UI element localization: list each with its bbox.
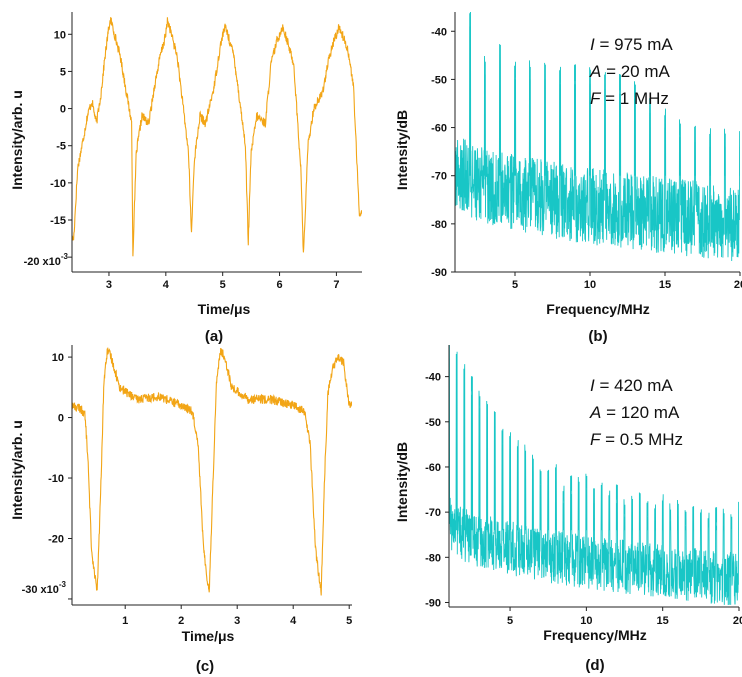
panel-c: 1 2 3 4 5 10 0 -10 -20 -30 x10-3 Time/μs Intensi…: [9, 345, 352, 675]
panel-a-y-tick-label: 0: [60, 104, 66, 116]
panel-b-y-tick-label: -60: [431, 123, 447, 135]
panel-d-y-tick-label: -80: [425, 552, 441, 564]
panel-d-y-tick-label: -70: [425, 507, 441, 519]
panel-d-y-tick-label: -90: [425, 597, 441, 609]
panel-a-y-tick-label: -10: [50, 178, 66, 190]
panel-c-y-tick-label: -10: [48, 473, 64, 485]
panel-a-ymin-tick-label: -20 x10-3: [24, 252, 69, 268]
panel-b-x-tick-label: 15: [659, 279, 671, 291]
panel-b: 5 10 15 20 -40 -50 -60 -70 -80 -90 I = 975 mA A =…: [394, 12, 742, 345]
panel-a-y-tick-label: -5: [56, 141, 66, 153]
panel-b-x-tick-label: 10: [584, 279, 596, 291]
panel-d-x-tick-label: 10: [580, 615, 592, 627]
panel-c-y-axis-title: Intensity/arb. u: [9, 420, 25, 520]
panel-a-x-tick-label: 7: [333, 279, 339, 291]
panel-b-y-tick-label: -80: [431, 219, 447, 231]
panel-d-y-tick-label: -40: [425, 372, 441, 384]
panel-b-x-tick-label: 20: [734, 279, 742, 291]
panel-a-label: (a): [205, 328, 223, 345]
panel-d-spectrum-line: [449, 345, 739, 606]
panel-d-ticks: 5 10 15 20 -40 -50 -60 -70 -80 -90: [425, 372, 742, 627]
panel-d-y-tick-label: -50: [425, 417, 441, 429]
panel-c-y-tick-label: -20: [48, 533, 64, 545]
panel-c-ymin-tick-label: -30 x10-3: [22, 580, 67, 596]
panel-b-ticks: 5 10 15 20 -40 -50 -60 -70 -80 -90: [431, 26, 742, 291]
panel-a-y-tick-label: 5: [60, 66, 66, 78]
panel-c-label: (c): [196, 658, 214, 675]
panel-d-annotation-amplitude: A = 120 mA: [589, 403, 680, 422]
panel-b-annotation-current: I = 975 mA: [590, 35, 673, 54]
panel-c-x-tick-label: 4: [290, 615, 297, 627]
panel-d-axes: [448, 345, 739, 608]
panel-d-series: [449, 345, 739, 606]
panel-b-y-tick-label: -90: [431, 267, 447, 279]
panel-b-y-tick-label: -70: [431, 171, 447, 183]
panel-a-y-axis-title: Intensity/arb. u: [9, 90, 25, 190]
panel-b-x-axis-title: Frequency/MHz: [546, 301, 649, 317]
panel-d-y-tick-label: -60: [425, 462, 441, 474]
panel-c-x-tick-label: 2: [178, 615, 184, 627]
panel-a-y-tick-label: -15: [50, 215, 66, 227]
panel-b-y-tick-label: -50: [431, 74, 447, 86]
panel-c-x-tick-label: 3: [234, 615, 240, 627]
panel-c-x-tick-label: 5: [346, 615, 352, 627]
panel-d-x-tick-label: 5: [507, 615, 513, 627]
panel-a-series: [72, 17, 362, 257]
panel-a-x-tick-label: 4: [163, 279, 170, 291]
panel-b-series: [455, 12, 740, 262]
panel-a-x-tick-label: 3: [106, 279, 112, 291]
panel-a-x-tick-label: 6: [276, 279, 282, 291]
panel-a-ticks: 3 4 5 6 7 10 5 0 -5 -10 -15: [50, 29, 339, 291]
panel-b-annotation-frequency: F = 1 MHz: [590, 89, 669, 108]
panel-b-y-axis-title: Intensity/dB: [394, 110, 410, 190]
panel-d-x-tick-label: 15: [657, 615, 669, 627]
panel-b-x-tick-label: 5: [512, 279, 518, 291]
panel-d-x-tick-label: 20: [733, 615, 742, 627]
panel-a-x-axis-title: Time/μs: [198, 301, 251, 317]
panel-d-annotation-frequency: F = 0.5 MHz: [590, 430, 683, 449]
panel-b-spectrum-line: [455, 12, 740, 262]
panel-b-annotation-amplitude: A = 20 mA: [589, 62, 671, 81]
panel-d-y-axis-title: Intensity/dB: [394, 442, 410, 522]
panel-a-y-tick-label: 10: [54, 29, 66, 41]
panel-c-ticks: 1 2 3 4 5 10 0 -10 -20: [48, 352, 352, 627]
panel-c-trace-line: [72, 347, 352, 596]
panel-c-series: [72, 347, 352, 596]
panel-d: 5 10 15 20 -40 -50 -60 -70 -80 -90 I = 420 mA A =…: [394, 345, 742, 674]
panel-c-y-tick-label: 0: [58, 413, 64, 425]
panel-a-x-tick-label: 5: [220, 279, 226, 291]
panel-d-label: (d): [585, 657, 604, 674]
panel-b-label: (b): [588, 328, 607, 345]
panel-c-y-tick-label: 10: [52, 352, 64, 364]
panel-b-y-tick-label: -40: [431, 26, 447, 38]
panel-a-trace-line: [72, 17, 362, 257]
panel-d-x-axis-title: Frequency/MHz: [543, 627, 646, 643]
panel-a-axes: [71, 12, 362, 273]
panel-c-axes: [71, 345, 352, 606]
panel-c-x-tick-label: 1: [122, 615, 128, 627]
panel-d-annotation-current: I = 420 mA: [590, 376, 673, 395]
panel-b-axes: [454, 12, 740, 273]
panel-c-x-axis-title: Time/μs: [182, 628, 235, 644]
panel-a: 3 4 5 6 7 10 5 0 -5 -10 -15 -20 x10-3 Time/μs Inte…: [9, 12, 362, 345]
